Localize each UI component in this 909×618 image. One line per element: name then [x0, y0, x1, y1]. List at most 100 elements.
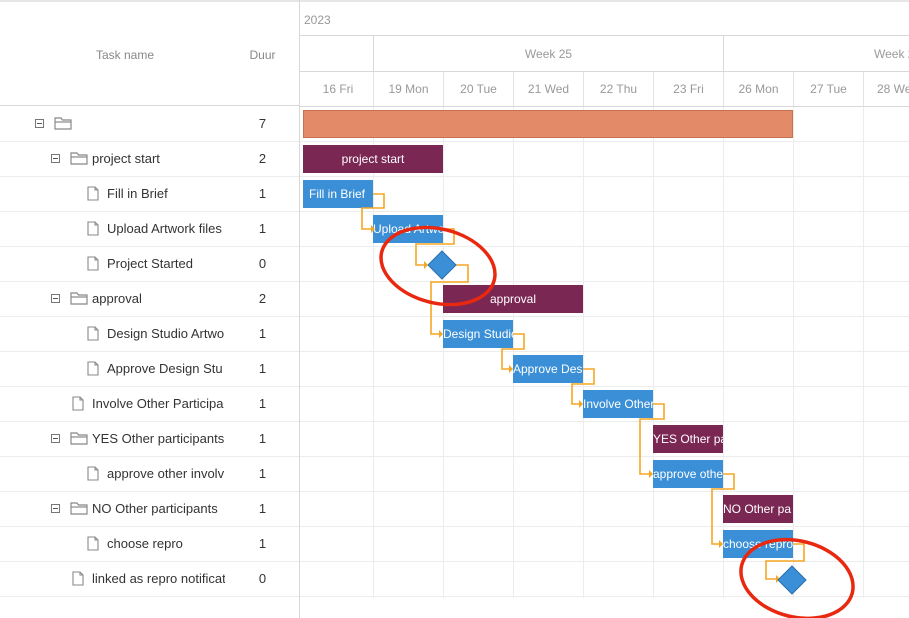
- file-icon: [87, 256, 99, 276]
- task-label: YES Other participants: [92, 431, 225, 446]
- day-cell: 19 Mon: [373, 72, 443, 106]
- dependency-link[interactable]: [711, 473, 735, 545]
- link-arrow-icon: [649, 470, 653, 478]
- collapse-toggle-icon[interactable]: [51, 154, 60, 163]
- grid-line: [300, 141, 909, 142]
- dependency-link[interactable]: [361, 193, 385, 230]
- task-bar-involve-other[interactable]: Involve Other: [583, 390, 653, 418]
- file-icon: [87, 186, 99, 206]
- task-duration: 1: [258, 466, 267, 481]
- summary-bar[interactable]: [303, 110, 793, 138]
- task-label: Project Started: [107, 256, 193, 271]
- collapse-toggle-icon[interactable]: [35, 119, 44, 128]
- task-row[interactable]: approve other involv 1: [0, 457, 299, 492]
- task-duration: 1: [258, 221, 267, 236]
- task-row[interactable]: Involve Other Participa 1: [0, 387, 299, 422]
- link-arrow-icon: [371, 225, 375, 233]
- grid-line: [300, 561, 909, 562]
- task-row-group[interactable]: approval 2: [0, 282, 299, 317]
- task-duration: 2: [258, 291, 267, 306]
- task-label: Involve Other Participa: [92, 396, 224, 411]
- week-cell: Week 2: [723, 36, 909, 71]
- task-row[interactable]: Project Started 0: [0, 247, 299, 282]
- week-header: Week 25 Week 2: [300, 36, 909, 72]
- task-row[interactable]: choose repro 1: [0, 527, 299, 562]
- grid-line: [443, 107, 444, 598]
- task-duration: 1: [258, 186, 267, 201]
- task-row-group[interactable]: YES Other participants 1: [0, 422, 299, 457]
- task-bar-approve-design[interactable]: Approve Des: [513, 355, 583, 383]
- task-bar-fill-in-brief[interactable]: Fill in Brief: [303, 180, 373, 208]
- collapse-toggle-icon[interactable]: [51, 504, 60, 513]
- task-label: Design Studio Artwo: [107, 326, 225, 341]
- grid-line: [373, 107, 374, 598]
- day-cell: 28 We: [863, 72, 909, 106]
- grid-line: [300, 351, 909, 352]
- day-cell: 27 Tue: [793, 72, 863, 106]
- folder-open-icon: [70, 431, 88, 450]
- task-duration: 1: [258, 501, 267, 516]
- task-grid: Task name Duur 7 project start 2 Fill in…: [0, 0, 300, 618]
- task-row-root[interactable]: 7: [0, 107, 299, 142]
- grid-line: [300, 176, 909, 177]
- task-duration: 2: [258, 151, 267, 166]
- collapse-toggle-icon[interactable]: [51, 294, 60, 303]
- task-row-group[interactable]: project start 2: [0, 142, 299, 177]
- folder-open-icon: [70, 501, 88, 520]
- task-row[interactable]: Upload Artwork files 1: [0, 212, 299, 247]
- dependency-link[interactable]: [765, 543, 805, 580]
- dependency-link[interactable]: [571, 368, 595, 405]
- task-duration: 1: [258, 536, 267, 551]
- link-arrow-icon: [719, 540, 723, 548]
- day-header: 16 Fri 19 Mon 20 Tue 21 Wed 22 Thu 23 Fr…: [300, 72, 909, 107]
- week-cell: Week 25: [373, 36, 723, 71]
- task-label: Fill in Brief: [107, 186, 168, 201]
- link-arrow-icon: [439, 330, 443, 338]
- grid-line: [513, 107, 514, 598]
- milestone-project-started[interactable]: [427, 250, 457, 280]
- task-bar-design-studio[interactable]: Design Studio: [443, 320, 513, 348]
- task-row[interactable]: Design Studio Artwo 1: [0, 317, 299, 352]
- group-bar-yes-other[interactable]: YES Other pa: [653, 425, 723, 453]
- dependency-link[interactable]: [501, 333, 525, 370]
- year-header: 2023: [300, 0, 909, 36]
- task-duration: 7: [258, 116, 267, 131]
- grid-line: [300, 316, 909, 317]
- collapse-toggle-icon[interactable]: [51, 434, 60, 443]
- day-cell: 21 Wed: [513, 72, 583, 106]
- group-bar-no-other[interactable]: NO Other pa: [723, 495, 793, 523]
- group-bar-approval[interactable]: approval: [443, 285, 583, 313]
- milestone-linked-as-repro[interactable]: [777, 565, 807, 595]
- task-duration: 1: [258, 396, 267, 411]
- grid-line: [653, 107, 654, 598]
- day-cell: 26 Mon: [723, 72, 793, 106]
- gantt-timeline: 2023 Week 25 Week 2 16 Fri 19 Mon 20 Tue…: [300, 0, 909, 618]
- link-arrow-icon: [424, 261, 428, 269]
- grid-line: [300, 526, 909, 527]
- file-icon: [87, 221, 99, 241]
- task-duration: 1: [258, 361, 267, 376]
- dependency-link[interactable]: [415, 228, 455, 266]
- link-arrow-icon: [509, 365, 513, 373]
- task-row[interactable]: Fill in Brief 1: [0, 177, 299, 212]
- task-row[interactable]: linked as repro notificat 0: [0, 562, 299, 597]
- task-row-group[interactable]: NO Other participants 1: [0, 492, 299, 527]
- dependency-link[interactable]: [430, 264, 469, 335]
- dependency-link[interactable]: [639, 403, 665, 475]
- day-cell: 20 Tue: [443, 72, 513, 106]
- task-bar-approve-other[interactable]: approve othe: [653, 460, 723, 488]
- group-bar-project-start[interactable]: project start: [303, 145, 443, 173]
- grid-line: [300, 596, 909, 597]
- file-icon: [87, 326, 99, 346]
- grid-line: [723, 107, 724, 598]
- duration-column-header[interactable]: Duur: [249, 48, 276, 62]
- task-label: project start: [92, 151, 160, 166]
- grid-line: [583, 107, 584, 598]
- task-row[interactable]: Approve Design Stu 1: [0, 352, 299, 387]
- highlight-circle: [379, 225, 497, 307]
- folder-open-icon: [70, 151, 88, 170]
- day-cell: 16 Fri: [322, 82, 354, 96]
- task-name-column-header[interactable]: Task name: [95, 48, 155, 62]
- task-duration: 0: [258, 571, 267, 586]
- year-label: 2023: [304, 13, 331, 27]
